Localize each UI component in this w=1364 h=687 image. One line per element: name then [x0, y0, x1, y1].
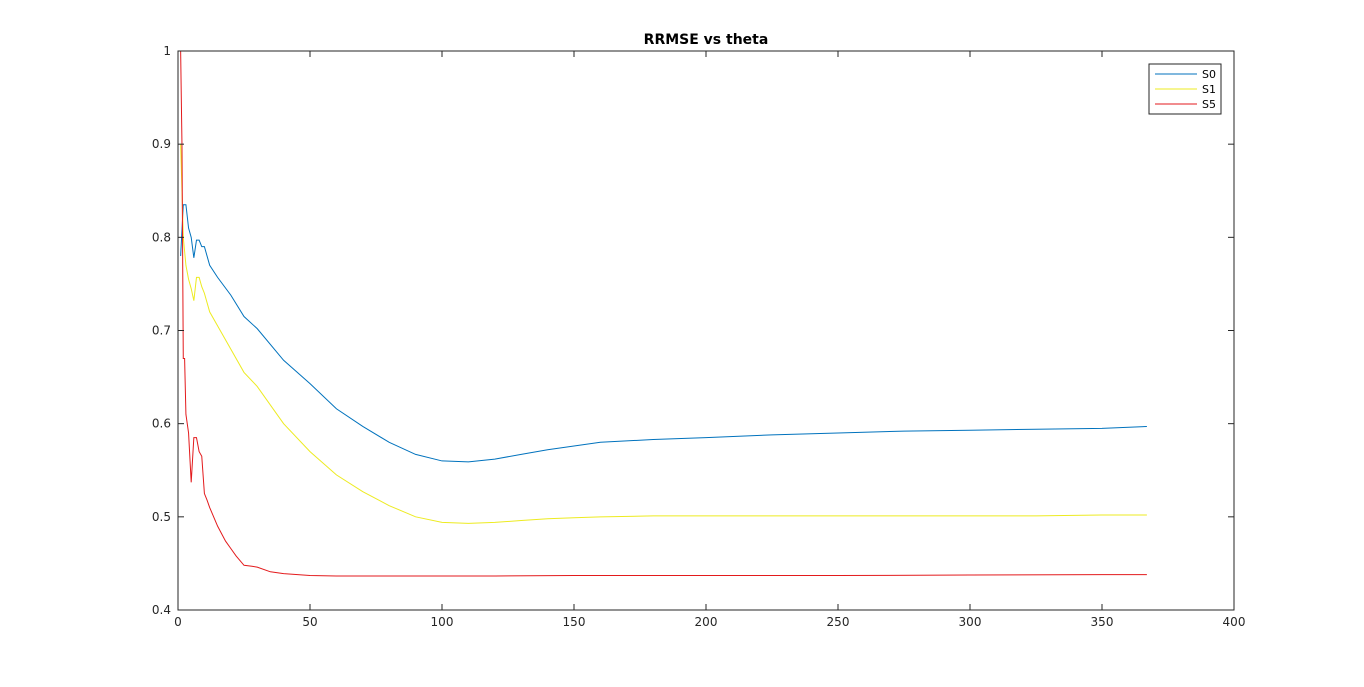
series-layer	[180, 51, 1147, 577]
x-tick-label: 200	[695, 615, 718, 629]
y-tick-label: 0.9	[152, 137, 171, 151]
y-tick-label: 0.4	[152, 603, 171, 617]
chart-title: RRMSE vs theta	[644, 32, 769, 48]
x-axis: 0 50 100 150 200 250 300 350 400	[174, 51, 1245, 629]
series-line-s5	[180, 51, 1147, 577]
x-tick-label: 150	[563, 615, 586, 629]
y-tick-label: 0.5	[152, 510, 171, 524]
x-tick-label: 0	[174, 615, 182, 629]
x-tick-label: 400	[1223, 615, 1246, 629]
legend-label-s0: S0	[1202, 68, 1216, 81]
x-tick-label: 100	[431, 615, 454, 629]
x-tick-label: 300	[959, 615, 982, 629]
series-line-s1	[180, 144, 1147, 524]
legend-label-s1: S1	[1202, 83, 1216, 96]
y-tick-label: 0.8	[152, 230, 171, 244]
y-tick-label: 1	[163, 44, 171, 58]
y-tick-label: 0.7	[152, 324, 171, 338]
x-tick-label: 250	[827, 615, 850, 629]
series-line-s0	[180, 204, 1147, 463]
y-tick-label: 0.6	[152, 417, 171, 431]
x-tick-label: 350	[1091, 615, 1114, 629]
y-axis: 0.4 0.5 0.6 0.7 0.8 0.9 1	[152, 44, 1234, 617]
x-tick-label: 50	[302, 615, 317, 629]
legend: S0 S1 S5	[1148, 63, 1222, 115]
plot-area	[178, 51, 1234, 610]
legend-label-s5: S5	[1202, 98, 1216, 111]
